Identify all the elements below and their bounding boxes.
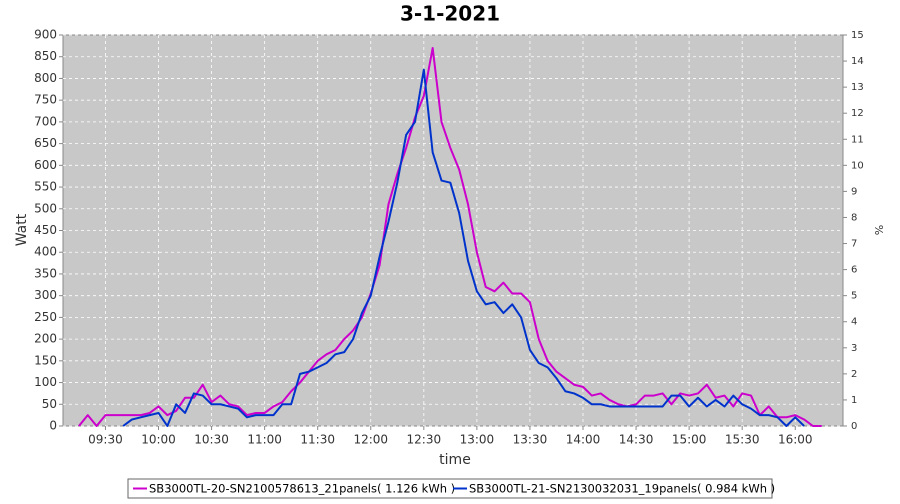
y-tick-label: 50 xyxy=(42,397,57,411)
y-tick-label: 200 xyxy=(34,332,57,346)
y-tick-label: 600 xyxy=(34,158,57,172)
y2-axis-label: % xyxy=(873,225,886,235)
legend-label: SB3000TL-20-SN2100578613_21panels( 1.126… xyxy=(149,482,455,496)
y-tick-label: 450 xyxy=(34,223,57,237)
y2-tick-label: 2 xyxy=(851,369,857,380)
y2-tick-label: 6 xyxy=(851,265,857,276)
y-tick-label: 650 xyxy=(34,136,57,150)
y-axis-label: Watt xyxy=(14,213,30,246)
x-axis-label: time xyxy=(439,452,471,468)
y-tick-label: 0 xyxy=(49,419,57,433)
x-tick-label: 12:00 xyxy=(353,433,388,447)
y2-tick-label: 11 xyxy=(851,134,864,145)
x-tick-label: 12:30 xyxy=(407,433,442,447)
x-tick-label: 11:30 xyxy=(300,433,335,447)
y-tick-label: 550 xyxy=(34,180,57,194)
x-tick-label: 10:30 xyxy=(194,433,229,447)
x-tick-label: 15:00 xyxy=(672,433,707,447)
y2-tick-label: 15 xyxy=(851,30,864,41)
y-tick-label: 300 xyxy=(34,288,57,302)
y2-tick-label: 1 xyxy=(851,395,857,406)
y-tick-label: 400 xyxy=(34,245,57,259)
y2-tick-label: 14 xyxy=(851,56,864,67)
y-tick-label: 500 xyxy=(34,201,57,215)
y2-tick-label: 13 xyxy=(851,82,864,93)
y2-tick-label: 4 xyxy=(851,317,857,328)
x-tick-label: 09:30 xyxy=(88,433,123,447)
y-tick-label: 350 xyxy=(34,266,57,280)
y-tick-label: 100 xyxy=(34,375,57,389)
chart-title: 3-1-2021 xyxy=(400,2,500,26)
y-tick-label: 700 xyxy=(34,114,57,128)
y-tick-label: 800 xyxy=(34,71,57,85)
y2-tick-label: 12 xyxy=(851,108,864,119)
y2-tick-label: 3 xyxy=(851,343,857,354)
y2-tick-label: 9 xyxy=(851,186,857,197)
x-tick-label: 13:00 xyxy=(460,433,495,447)
x-tick-label: 16:00 xyxy=(778,433,813,447)
y2-tick-label: 10 xyxy=(851,160,864,171)
y-tick-label: 250 xyxy=(34,310,57,324)
y-tick-label: 900 xyxy=(34,28,57,42)
y-tick-label: 850 xyxy=(34,49,57,63)
legend-label: SB3000TL-21-SN2130032031_19panels( 0.984… xyxy=(469,482,775,496)
series-line xyxy=(122,68,805,427)
legend xyxy=(127,478,773,499)
x-tick-label: 14:00 xyxy=(566,433,601,447)
x-tick-label: 14:30 xyxy=(619,433,654,447)
y2-tick-label: 8 xyxy=(851,212,857,223)
x-tick-label: 10:00 xyxy=(141,433,176,447)
y2-tick-label: 0 xyxy=(851,421,857,432)
y-tick-label: 150 xyxy=(34,353,57,367)
y-tick-label: 750 xyxy=(34,93,57,107)
series-line xyxy=(78,47,822,427)
x-tick-label: 11:00 xyxy=(247,433,282,447)
y2-tick-label: 5 xyxy=(851,291,857,302)
x-tick-label: 13:30 xyxy=(513,433,548,447)
x-tick-label: 15:30 xyxy=(725,433,760,447)
y2-tick-label: 7 xyxy=(851,239,857,250)
